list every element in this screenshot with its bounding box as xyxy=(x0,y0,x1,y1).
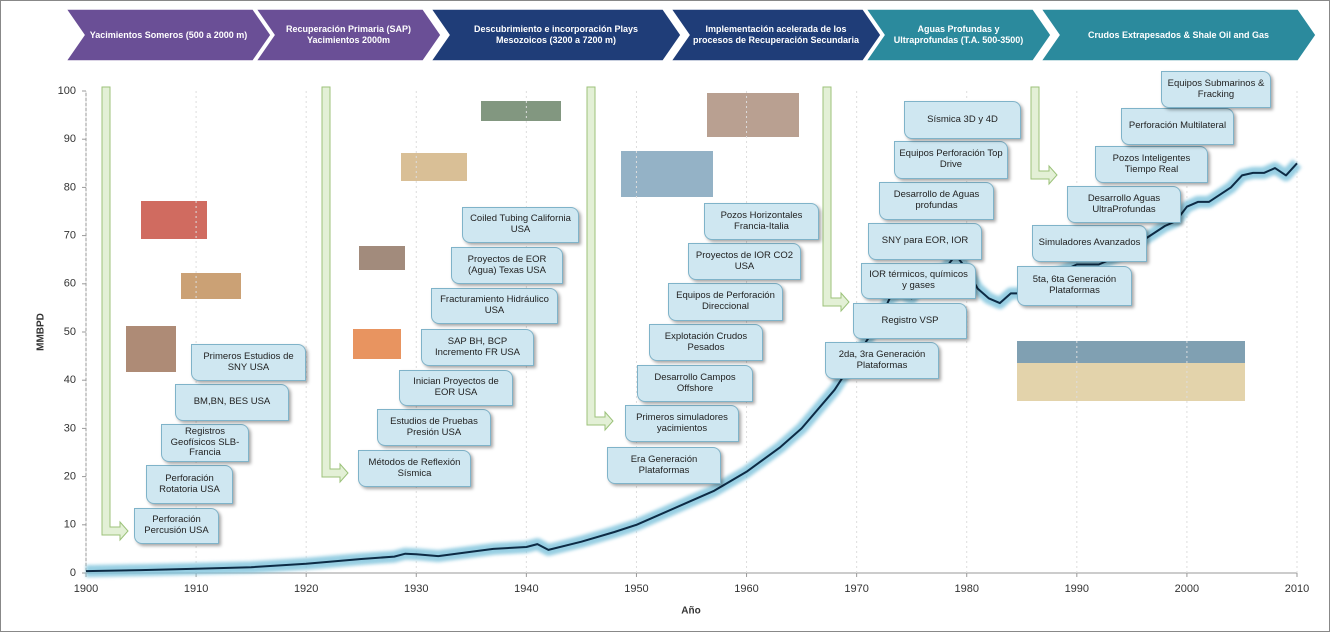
annotation-box: Pozos Horizontales Francia-Italia xyxy=(704,203,819,240)
annotation-box: 2da, 3ra Generación Plataformas xyxy=(825,342,939,379)
annotation-box: Fracturamiento Hidráulico USA xyxy=(431,288,558,324)
y-tick-label: 90 xyxy=(64,133,76,145)
phase-label: Aguas Profundas y Ultraprofundas (T.A. 5… xyxy=(893,24,1024,45)
y-tick-label: 20 xyxy=(64,471,76,483)
annotation-box: Proyectos de EOR (Agua) Texas USA xyxy=(451,247,563,284)
y-axis-label: MMBPD xyxy=(36,313,47,351)
x-tick-label: 1940 xyxy=(514,583,538,595)
x-tick-label: 1950 xyxy=(624,583,648,595)
phase-arrow xyxy=(101,86,129,542)
x-tick-label: 1960 xyxy=(734,583,758,595)
arrows xyxy=(101,86,1058,542)
picture xyxy=(181,273,241,299)
annotation-box: Desarrollo de Aguas profundas xyxy=(879,182,994,220)
annotation-box: Explotación Crudos Pesados xyxy=(649,324,763,361)
annotation-box: Primeros simuladores yacimientos xyxy=(625,405,739,442)
phase-label: Recuperación Primaria (SAP) Yacimientos … xyxy=(285,24,412,45)
x-tick-label: 2000 xyxy=(1175,583,1199,595)
annotation-box: Equipos Perforación Top Drive xyxy=(894,141,1008,179)
annotation-box: Métodos de Reflexión Sísmica xyxy=(358,450,471,487)
phase-chevron xyxy=(429,8,682,62)
annotation-box: 5ta, 6ta Generación Plataformas xyxy=(1017,266,1132,306)
picture xyxy=(126,326,176,372)
annotation-box: Estudios de Pruebas Presión USA xyxy=(377,409,491,446)
phase-label: Implementación acelerada de los procesos… xyxy=(692,24,860,45)
phase-label: Descubrimiento e incorporación Plays Mes… xyxy=(473,24,639,45)
annotation-box: Coiled Tubing California USA xyxy=(462,207,579,243)
x-tick-label: 2010 xyxy=(1285,583,1309,595)
phase-chevron xyxy=(254,8,442,62)
y-tick-label: 40 xyxy=(64,374,76,386)
phase-label: Yacimientos Someros (500 a 2000 m) xyxy=(89,29,248,40)
annotation-box: SNY para EOR, IOR xyxy=(868,223,982,260)
x-tick-label: 1970 xyxy=(844,583,868,595)
y-tick-label: 10 xyxy=(64,519,76,531)
x-tick-label: 1930 xyxy=(404,583,428,595)
x-tick-label: 1910 xyxy=(184,583,208,595)
phase-chevron xyxy=(64,8,272,62)
y-tick-label: 60 xyxy=(64,278,76,290)
phase-arrow xyxy=(586,86,614,432)
phase-arrow xyxy=(822,86,850,313)
annotation-box: Desarrollo Aguas UltraProfundas xyxy=(1067,186,1181,223)
annotation-box: Registros Geofísicos SLB-Francia xyxy=(161,424,249,462)
x-tick-label: 1980 xyxy=(954,583,978,595)
annotation-box: Pozos Inteligentes Tiempo Real xyxy=(1095,146,1208,183)
annotation-box: Proyectos de IOR CO2 USA xyxy=(688,243,801,280)
y-tick-label: 0 xyxy=(70,567,76,579)
picture xyxy=(353,329,401,359)
y-tick-label: 100 xyxy=(58,85,76,97)
annotation-box: Era Generación Plataformas xyxy=(607,447,721,484)
annotation-box: IOR térmicos, químicos y gases xyxy=(861,263,976,299)
y-tick-label: 70 xyxy=(64,230,76,242)
picture xyxy=(401,153,467,181)
annotation-box: Equipos de Perforación Direccional xyxy=(668,283,783,321)
phase-chevron xyxy=(669,8,882,62)
y-tick-label: 50 xyxy=(64,326,76,338)
pictures xyxy=(126,93,1245,401)
x-tick-label: 1920 xyxy=(294,583,318,595)
phase-chevron xyxy=(1039,8,1317,62)
phase-arrow xyxy=(321,86,349,484)
annotation-box: Perforación Rotatoria USA xyxy=(146,465,233,504)
annotation-box: Sísmica 3D y 4D xyxy=(904,101,1021,139)
annotation-box: Primeros Estudios de SNY USA xyxy=(191,344,306,381)
x-tick-label: 1900 xyxy=(74,583,98,595)
annotation-box: Equipos Submarinos & Fracking xyxy=(1161,71,1271,108)
annotation-box: Desarrollo Campos Offshore xyxy=(637,365,753,402)
annotation-box: Registro VSP xyxy=(853,303,967,339)
y-tick-label: 80 xyxy=(64,181,76,193)
annotation-box: Perforación Multilateral xyxy=(1121,108,1234,145)
phase-chevron xyxy=(864,8,1052,62)
picture xyxy=(1017,341,1245,363)
phase-label: Crudos Extrapesados & Shale Oil and Gas xyxy=(1087,29,1270,40)
y-tick-label: 30 xyxy=(64,422,76,434)
annotation-box: BM,BN, BES USA xyxy=(175,384,289,421)
picture xyxy=(359,246,405,270)
annotation-box: Inician Proyectos de EOR USA xyxy=(399,370,513,406)
phase-arrow xyxy=(1030,86,1058,186)
x-axis-label: Año xyxy=(681,606,700,617)
x-tick-label: 1990 xyxy=(1065,583,1089,595)
picture xyxy=(707,93,799,137)
picture xyxy=(481,101,561,121)
annotation-box: Simuladores Avanzados xyxy=(1032,225,1147,262)
annotation-box: SAP BH, BCP Incremento FR USA xyxy=(421,329,534,366)
picture xyxy=(621,151,713,197)
annotation-box: Perforación Percusión USA xyxy=(134,508,219,544)
picture xyxy=(141,201,207,239)
